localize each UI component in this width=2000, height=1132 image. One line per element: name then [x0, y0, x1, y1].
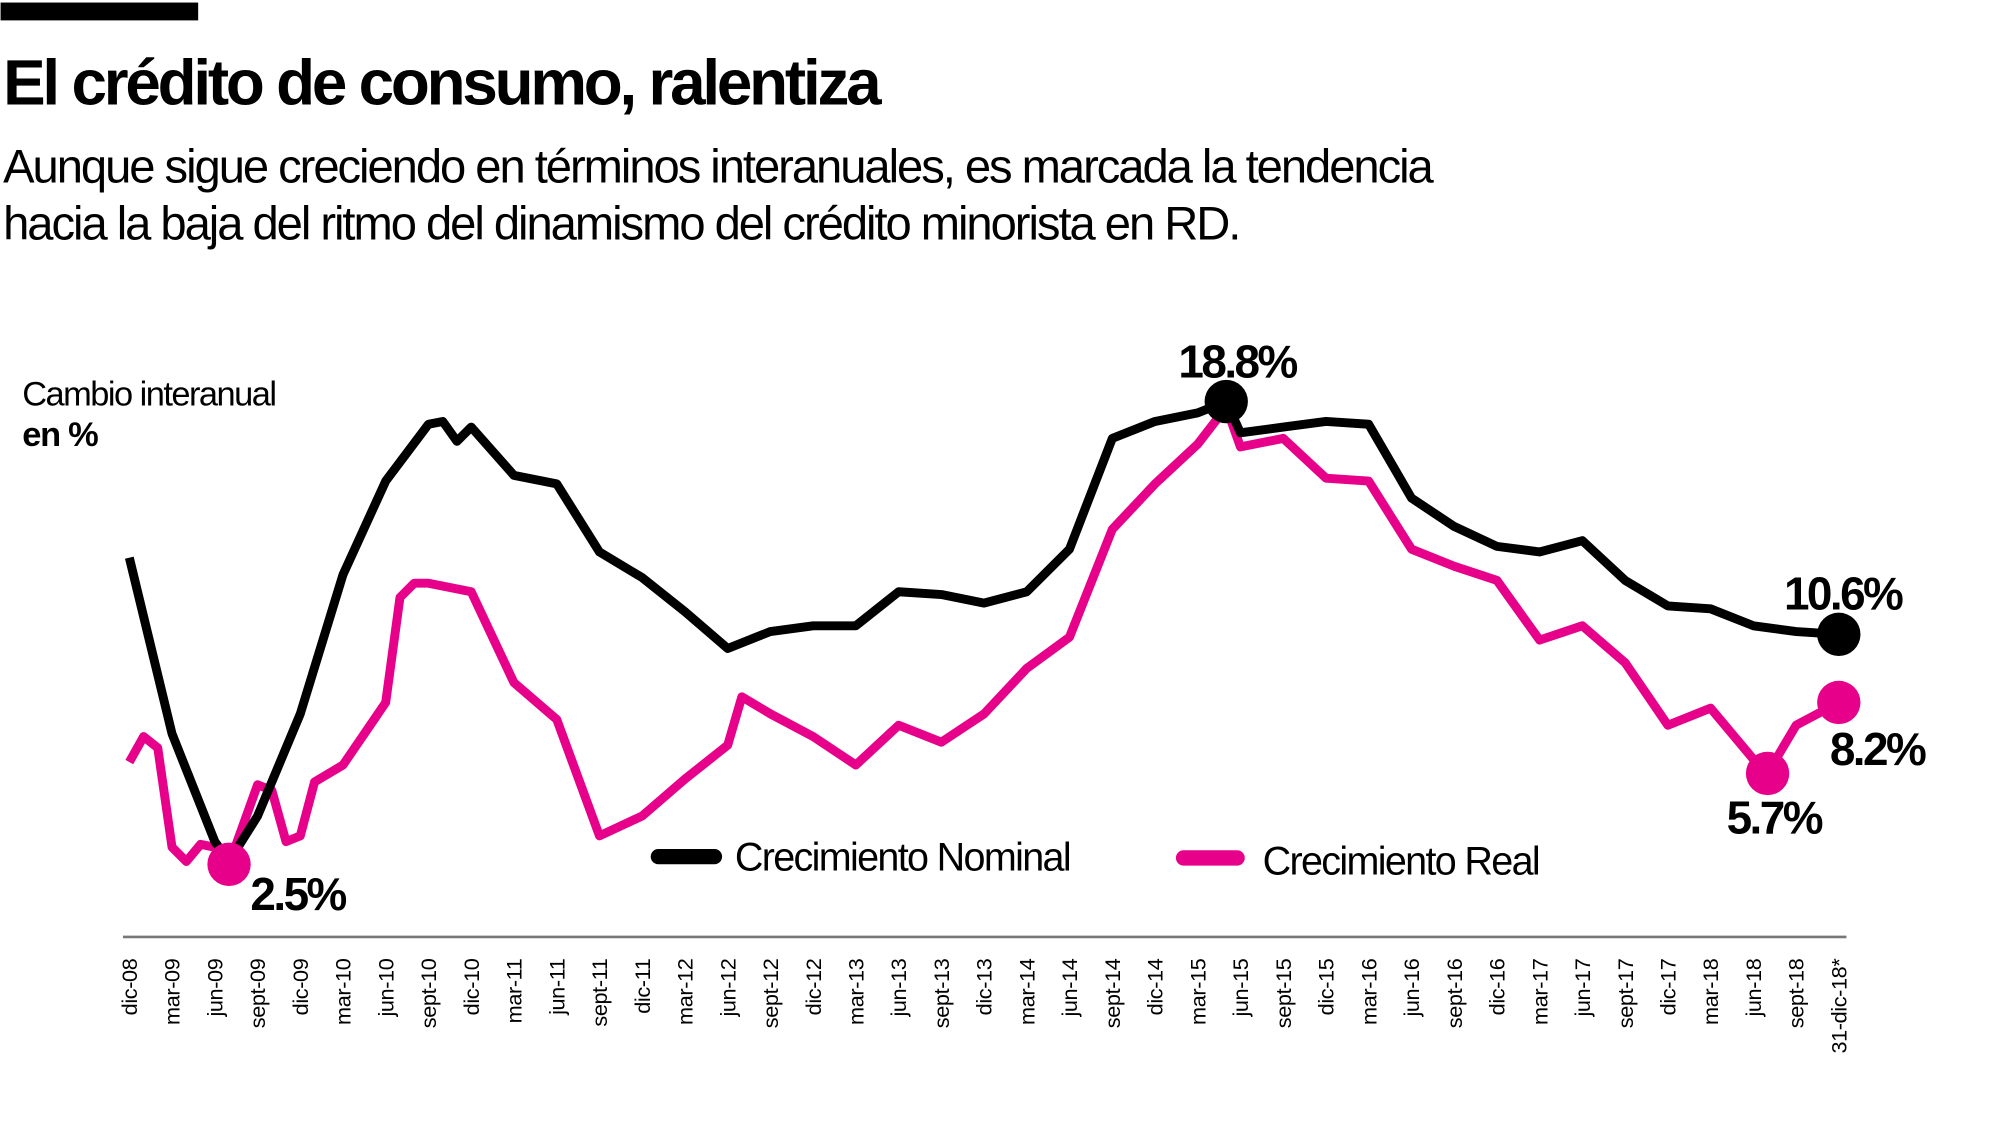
x-tick-label: mar-09 — [160, 958, 185, 1025]
x-tick-label: mar-13 — [844, 958, 869, 1025]
x-tick-label: sept-10 — [416, 958, 441, 1028]
highlight-point — [207, 842, 251, 886]
x-tick-label: dic-15 — [1314, 958, 1339, 1015]
x-tick-label: dic-09 — [288, 958, 313, 1015]
x-tick-label: 31-dic-18* — [1826, 958, 1851, 1054]
annotation-label: 5.7% — [1727, 792, 1823, 844]
y-axis-label: Cambio interanual — [22, 375, 275, 413]
x-tick-label: mar-18 — [1698, 958, 1723, 1025]
x-tick-label: jun-13 — [886, 958, 911, 1017]
annotation-label: 10.6% — [1784, 567, 1903, 619]
chart-title: El crédito de consumo, ralentiza — [3, 47, 882, 119]
x-tick-label: jun-14 — [1057, 958, 1082, 1017]
x-tick-label: sept-17 — [1613, 959, 1638, 1029]
x-tick-label: mar-11 — [502, 959, 527, 1024]
x-tick-label: jun-10 — [373, 958, 398, 1017]
x-tick-label: sept-09 — [245, 958, 270, 1028]
x-tick-label: sept-11 — [587, 959, 612, 1027]
y-axis-unit: en % — [22, 416, 98, 454]
x-tick-label: jun-09 — [202, 958, 227, 1017]
x-tick-label: mar-10 — [331, 958, 356, 1025]
top-accent-bar — [0, 2, 199, 21]
x-tick-label: dic-14 — [1143, 958, 1168, 1015]
x-tick-label: sept-14 — [1100, 958, 1125, 1028]
x-tick-label: sept-18 — [1784, 958, 1809, 1028]
series-line-nominal — [124, 397, 1840, 866]
x-tick-label: dic-11 — [630, 959, 655, 1014]
x-tick-label: jun-12 — [715, 959, 740, 1018]
x-tick-label: sept-13 — [929, 958, 954, 1028]
annotations: 2.5% 18.8% 10.6% 5.7% 8.2% — [250, 335, 1928, 920]
x-tick-label: dic-17 — [1656, 959, 1681, 1016]
x-tick-label: jun-11 — [544, 959, 569, 1016]
legend-label-real: Crecimiento Real — [1263, 839, 1539, 883]
legend: Crecimiento Nominal Crecimiento Real — [650, 836, 1541, 883]
plot-lines — [124, 379, 1861, 886]
x-tick-label: dic-13 — [972, 958, 997, 1015]
annotation-label: 18.8% — [1178, 335, 1297, 387]
highlight-point — [1204, 379, 1248, 424]
x-tick-label: mar-12 — [673, 959, 698, 1025]
annotation-label: 8.2% — [1830, 723, 1926, 775]
x-tick-label: sept-12 — [758, 959, 783, 1029]
highlight-point — [1817, 612, 1861, 657]
x-tick-label: mar-17 — [1527, 959, 1552, 1025]
annotation-label: 2.5% — [250, 868, 346, 920]
x-tick-label: jun-18 — [1741, 958, 1766, 1017]
x-tick-label: dic-10 — [459, 958, 484, 1015]
legend-label-nominal: Crecimiento Nominal — [735, 836, 1070, 880]
highlight-point — [1745, 751, 1790, 796]
x-tick-label: dic-12 — [801, 959, 826, 1016]
x-tick-label: jun-17 — [1570, 959, 1595, 1018]
x-axis-ticks: dic-08 mar-09 jun-09 sept-09 dic-09 mar-10 jun… — [117, 958, 1851, 1054]
subtitle-line-1: Aunque sigue creciendo en términos inter… — [3, 139, 1434, 192]
x-tick-label: sept-15 — [1271, 958, 1296, 1028]
x-tick-label: jun-15 — [1228, 958, 1253, 1017]
x-tick-label: sept-16 — [1442, 958, 1467, 1028]
x-tick-label: dic-16 — [1485, 958, 1510, 1015]
x-tick-label: mar-15 — [1185, 958, 1210, 1025]
x-tick-label: mar-14 — [1014, 958, 1039, 1025]
x-tick-label: jun-16 — [1399, 958, 1424, 1017]
x-tick-label: dic-08 — [117, 958, 142, 1015]
x-tick-label: mar-16 — [1356, 958, 1381, 1025]
subtitle-line-2: hacia la baja del ritmo del dinamismo de… — [3, 197, 1239, 250]
highlight-point — [1817, 680, 1861, 725]
series-line-real — [125, 402, 1841, 869]
